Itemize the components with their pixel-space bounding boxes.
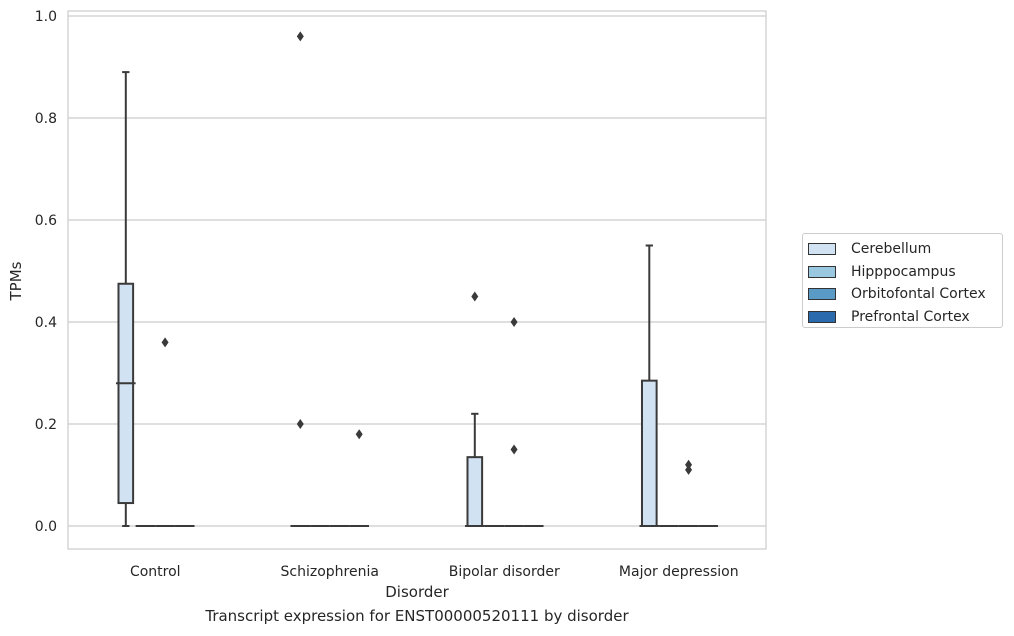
x-tick-label: Schizophrenia	[281, 564, 379, 580]
plot-frame	[67, 10, 767, 550]
outlier-point	[355, 429, 363, 440]
x-axis-title: Disorder	[385, 583, 449, 601]
y-tick-label: 0.6	[35, 213, 57, 229]
legend-item: Prefrontal Cortex	[808, 306, 1002, 329]
legend-label: Prefrontal Cortex	[851, 308, 970, 325]
y-axis-title: TPMs	[7, 261, 25, 301]
legend-label: Orbitofontal Cortex	[851, 286, 986, 303]
y-tick-labels: 0.0 0.2 0.4 0.6 0.8 1.0	[35, 9, 57, 535]
box	[117, 282, 135, 505]
x-tick-label: Bipolar disorder	[449, 564, 560, 580]
y-tick-label: 0.2	[35, 417, 57, 433]
y-tick-label: 0.4	[35, 315, 57, 331]
x-tick-labels: Control Schizophrenia Bipolar disorder Majo…	[130, 564, 739, 580]
outlier-point	[685, 464, 693, 475]
outlier-point	[296, 419, 304, 429]
outlier-point	[510, 444, 518, 455]
legend-swatch	[808, 265, 836, 278]
y-tick-label: 0.8	[35, 111, 57, 127]
legend-label: Hipppocampus	[851, 263, 956, 280]
legend-swatch	[808, 310, 836, 323]
outlier-point	[161, 337, 169, 348]
chart-caption: Transcript expression for ENST0000052011…	[205, 607, 629, 625]
y-tick-label: 1.0	[35, 9, 57, 25]
outlier-point	[510, 317, 518, 327]
box	[466, 456, 484, 527]
x-tick-label: Control	[130, 564, 181, 580]
legend-item: Cerebellum	[808, 238, 1002, 261]
x-tick-label: Major depression	[619, 564, 739, 580]
outlier-point	[471, 291, 479, 302]
legend-swatch	[808, 243, 836, 256]
y-tick-label: 0.0	[35, 519, 57, 535]
box-marks	[115, 31, 719, 527]
legend: Cerebellum Hipppocampus Orbitofontal Corte…	[802, 233, 1003, 328]
legend-item: Orbitofontal Cortex	[808, 283, 1002, 306]
gridlines	[68, 15, 766, 527]
legend-item: Hipppocampus	[808, 261, 1002, 284]
outlier-point	[685, 459, 693, 470]
legend-swatch	[808, 288, 836, 301]
box	[640, 379, 658, 527]
legend-label: Cerebellum	[851, 241, 932, 258]
outlier-point	[296, 31, 304, 42]
